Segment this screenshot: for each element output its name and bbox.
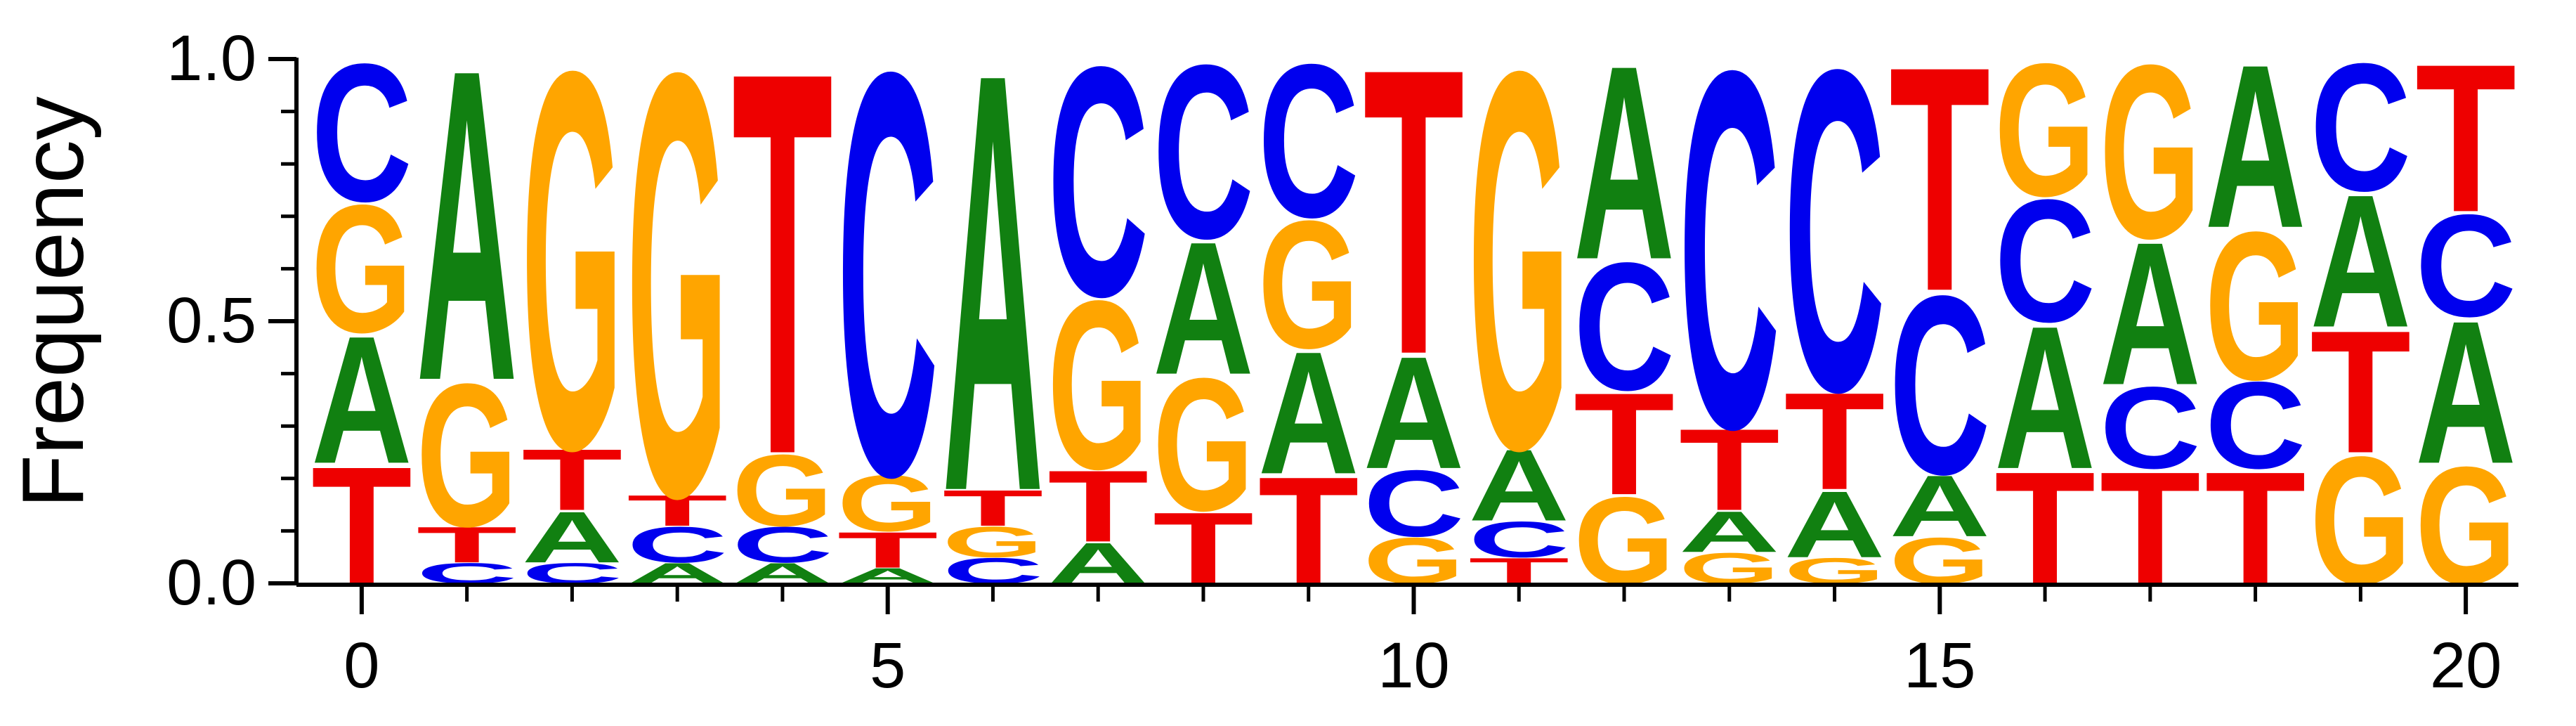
y-tick-label: 1.0: [166, 22, 256, 94]
logo-letter-C-pos-9: C: [1258, 20, 1359, 264]
logo-letter-C-pos-8: C: [1153, 13, 1254, 290]
logo-letter-G-pos-3: G: [627, 0, 728, 623]
logo-letter-C-pos-16: C: [1994, 163, 2096, 358]
x-tick-label: 5: [870, 630, 905, 701]
logo-letter-A-pos-14: A: [1784, 472, 1885, 578]
x-tick-label: 0: [344, 630, 379, 701]
logo-letter-A-pos-11: A: [1468, 428, 1569, 542]
logo-letter-T-pos-7: T: [1047, 450, 1149, 564]
logo-letter-T-pos-14: T: [1784, 364, 1885, 519]
axes-layer: 0.0 0.5 1.0 0 5 10 15 20: [166, 22, 2518, 701]
logo-letter-C-pos-11: C: [1468, 511, 1569, 568]
logo-letter-T-pos-12: T: [1574, 362, 1675, 525]
logo-letter-G-pos-0: G: [311, 167, 412, 370]
logo-letter-C-pos-13: C: [1679, 0, 1780, 534]
logo-letter-T-pos-1: T: [417, 516, 518, 573]
logo-letter-C-pos-0: C: [311, 23, 412, 242]
logo-letter-C-pos-18: C: [2205, 356, 2306, 495]
logo-letter-G-pos-9: G: [1258, 182, 1359, 386]
logo-letter-C-pos-20: C: [2415, 185, 2516, 348]
y-tick-label: 0.0: [166, 547, 256, 618]
logo-letter-A-pos-20: A: [2415, 278, 2516, 506]
logo-letter-A-pos-2: A: [522, 496, 623, 578]
logo-letter-A-pos-10: A: [1364, 323, 1465, 503]
x-tick-label: 10: [1378, 630, 1449, 701]
x-tick-label: 15: [1904, 630, 1975, 701]
logo-letter-G-pos-16: G: [1994, 24, 2096, 235]
logo-letter-C-pos-4: C: [732, 516, 833, 573]
logo-letter-C-pos-14: C: [1784, 0, 1885, 487]
logo-letter-C-pos-17: C: [2100, 363, 2201, 493]
logo-letter-T-pos-5: T: [837, 521, 939, 578]
logo-letter-T-pos-15: T: [1889, 0, 1990, 358]
y-tick-label: 0.5: [166, 285, 256, 356]
logo-letter-T-pos-10: T: [1364, 0, 1465, 439]
y-axis-label: Frequency: [5, 96, 102, 508]
logo-letter-G-pos-17: G: [2100, 13, 2201, 290]
logo-letter-T-pos-20: T: [2415, 21, 2516, 257]
logo-letter-A-pos-19: A: [2310, 156, 2411, 367]
logo-letter-T-pos-2: T: [522, 431, 623, 529]
logo-letter-C-pos-3: C: [627, 516, 728, 573]
logo-letter-G-pos-11: G: [1468, 0, 1569, 562]
logo-letter-G-pos-2: G: [522, 0, 623, 562]
logo-letter-A-pos-16: A: [1994, 284, 2096, 512]
logo-letter-A-pos-0: A: [311, 298, 412, 501]
logo-letter-T-pos-3: T: [627, 486, 728, 535]
logo-letter-G-pos-5: G: [837, 458, 939, 548]
logo-letter-A-pos-9: A: [1258, 315, 1359, 510]
logo-letter-A-pos-18: A: [2205, 15, 2306, 276]
logo-letter-T-pos-6: T: [943, 479, 1044, 536]
logo-letter-C-pos-19: C: [2310, 25, 2411, 228]
logo-letter-T-pos-13: T: [1679, 406, 1780, 536]
logo-letter-G-pos-4: G: [732, 434, 833, 548]
logo-letter-A-pos-12: A: [1574, 9, 1675, 318]
logo-letter-A-pos-15: A: [1889, 458, 1990, 555]
logo-letter-A-pos-6: A: [943, 0, 1044, 616]
logo-letter-C-pos-7: C: [1047, 0, 1149, 365]
logo-letter-A-pos-17: A: [2100, 200, 2201, 427]
logo-letter-G-pos-1: G: [417, 342, 518, 569]
logo-letter-C-pos-15: C: [1889, 242, 1990, 527]
logo-letter-C-pos-5: C: [837, 0, 939, 596]
logo-letter-G-pos-18: G: [2205, 188, 2306, 424]
logo-letter-G-pos-8: G: [1153, 339, 1254, 550]
logo-letter-T-pos-19: T: [2310, 295, 2411, 490]
logo-letter-A-pos-13: A: [1679, 500, 1780, 564]
logo-letter-G-pos-7: G: [1047, 251, 1149, 519]
logo-letter-C-pos-10: C: [1364, 451, 1465, 557]
logo-letter-A-pos-8: A: [1153, 203, 1254, 414]
x-tick-label: 20: [2430, 630, 2502, 701]
logo-letter-A-pos-1: A: [417, 0, 518, 474]
logo-letter-C-pos-12: C: [1574, 225, 1675, 428]
logo-letter-G-pos-6: G: [943, 518, 1044, 566]
logo-letter-T-pos-4: T: [732, 0, 833, 569]
